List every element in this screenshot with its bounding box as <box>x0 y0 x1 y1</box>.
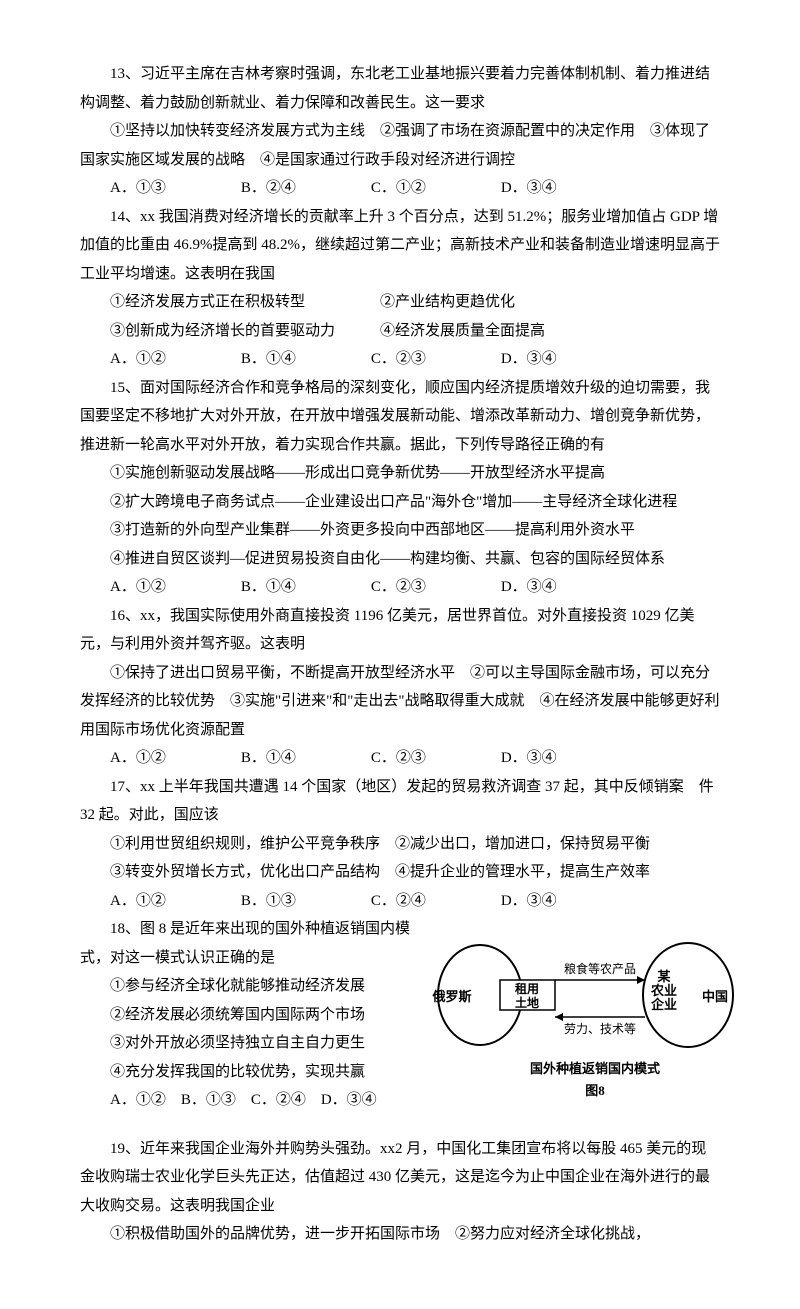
q14-stem: 14、xx 我国消费对经济增长的贡献率上升 3 个百分点，达到 51.2%；服务… <box>80 203 720 289</box>
figure-caption-2: 图8 <box>585 1083 605 1098</box>
q15-options: A．①② B．①④ C．②③ D．③④ <box>80 573 720 602</box>
left-box-l2: 土地 <box>515 995 539 1010</box>
q16-stem: 16、xx，我国实际使用外商直接投资 1196 亿美元，居世界首位。对外直接投资… <box>80 602 720 659</box>
figure-8-svg: 租用 土地 某 农业 企业 粮食等农产品 劳力、技术等 俄罗斯 中国 国外种植返… <box>430 925 740 1105</box>
bot-arrow-label: 劳力、技术等 <box>564 1022 636 1036</box>
q17-line2: ③转变外贸增长方式，优化出口产品结构 ④提升企业的管理水平，提高生产效率 <box>80 858 720 887</box>
q18-stem: 18、图 8 是近年来出现的国外种植返销国内模式，对这一模式认识正确的是 <box>80 915 438 972</box>
q13-options: A．①③ B．②④ C．①② D．③④ <box>80 174 720 203</box>
figure-caption-1: 国外种植返销国内模式 <box>530 1061 660 1076</box>
right-label: 中国 <box>702 989 728 1004</box>
left-label-1: 俄罗斯 <box>431 989 471 1004</box>
q15-line3: ③打造新的外向型产业集群——外资更多投向中西部地区——提高利用外资水平 <box>80 516 720 545</box>
q18-container: 18、图 8 是近年来出现的国外种植返销国内模式，对这一模式认识正确的是 ①参与… <box>80 915 720 1115</box>
q18-line4: ④充分发挥我国的比较优势，实现共赢 <box>80 1058 438 1087</box>
q15-line1: ①实施创新驱动发展战略——形成出口竞争新优势——开放型经济水平提高 <box>80 459 720 488</box>
bot-arrow-head <box>555 1013 563 1021</box>
right-box-l3: 企业 <box>650 997 677 1012</box>
q13-items: ①坚持以加快转变经济发展方式为主线 ②强调了市场在资源配置中的决定作用 ③体现了… <box>80 117 720 174</box>
q13-stem: 13、习近平主席在吉林考察时强调，东北老工业基地振兴要着力完善体制机制、着力推进… <box>80 60 720 117</box>
q15-line2: ②扩大跨境电子商务试点——企业建设出口产品"海外仓"增加——主导经济全球化进程 <box>80 488 720 517</box>
q18-line1: ①参与经济全球化就能够推动经济发展 <box>80 972 438 1001</box>
q18-line2: ②经济发展必须统筹国内国际两个市场 <box>80 1001 438 1030</box>
q15-line4: ④推进自贸区谈判—促进贸易投资自由化——构建均衡、共赢、包容的国际经贸体系 <box>80 545 720 574</box>
figure-8: 租用 土地 某 农业 企业 粮食等农产品 劳力、技术等 俄罗斯 中国 国外种植返… <box>430 925 740 1116</box>
q17-stem: 17、xx 上半年我国共遭遇 14 个国家（地区）发起的贸易救济调查 37 起，… <box>80 773 720 830</box>
q17-line1: ①利用世贸组织规则，维护公平竞争秩序 ②减少出口，增加进口，保持贸易平衡 <box>80 830 720 859</box>
q19-stem: 19、近年来我国企业海外并购势头强劲。xx2 月，中国化工集团宣布将以每股 46… <box>80 1135 720 1221</box>
q18-line3: ③对外开放必须坚持独立自主自力更生 <box>80 1029 438 1058</box>
right-box-l2: 农业 <box>650 983 677 998</box>
left-box-l1: 租用 <box>515 982 539 996</box>
q16-line1: ①保持了进出口贸易平衡，不断提高开放型经济水平 ②可以主导国际金融市场，可以充分… <box>80 659 720 745</box>
q16-options: A．①② B．①④ C．②③ D．③④ <box>80 744 720 773</box>
q14-line1: ①经济发展方式正在积极转型 ②产业结构更趋优化 <box>80 288 720 317</box>
q15-stem: 15、面对国际经济合作和竞争格局的深刻变化，顺应国内经济提质增效升级的迫切需要，… <box>80 374 720 460</box>
q17-options: A．①② B．①③ C．②④ D．③④ <box>80 887 720 916</box>
top-arrow-label: 粮食等农产品 <box>564 961 636 976</box>
q14-line2: ③创新成为经济增长的首要驱动力 ④经济发展质量全面提高 <box>80 317 720 346</box>
right-box-l1: 某 <box>656 969 671 984</box>
q18-options: A．①② B．①③ C．②④ D．③④ <box>80 1086 438 1115</box>
q14-options: A．①② B．①④ C．②③ D．③④ <box>80 345 720 374</box>
q19-line1: ①积极借助国外的品牌优势，进一步开拓国际市场 ②努力应对经济全球化挑战， <box>80 1220 720 1249</box>
